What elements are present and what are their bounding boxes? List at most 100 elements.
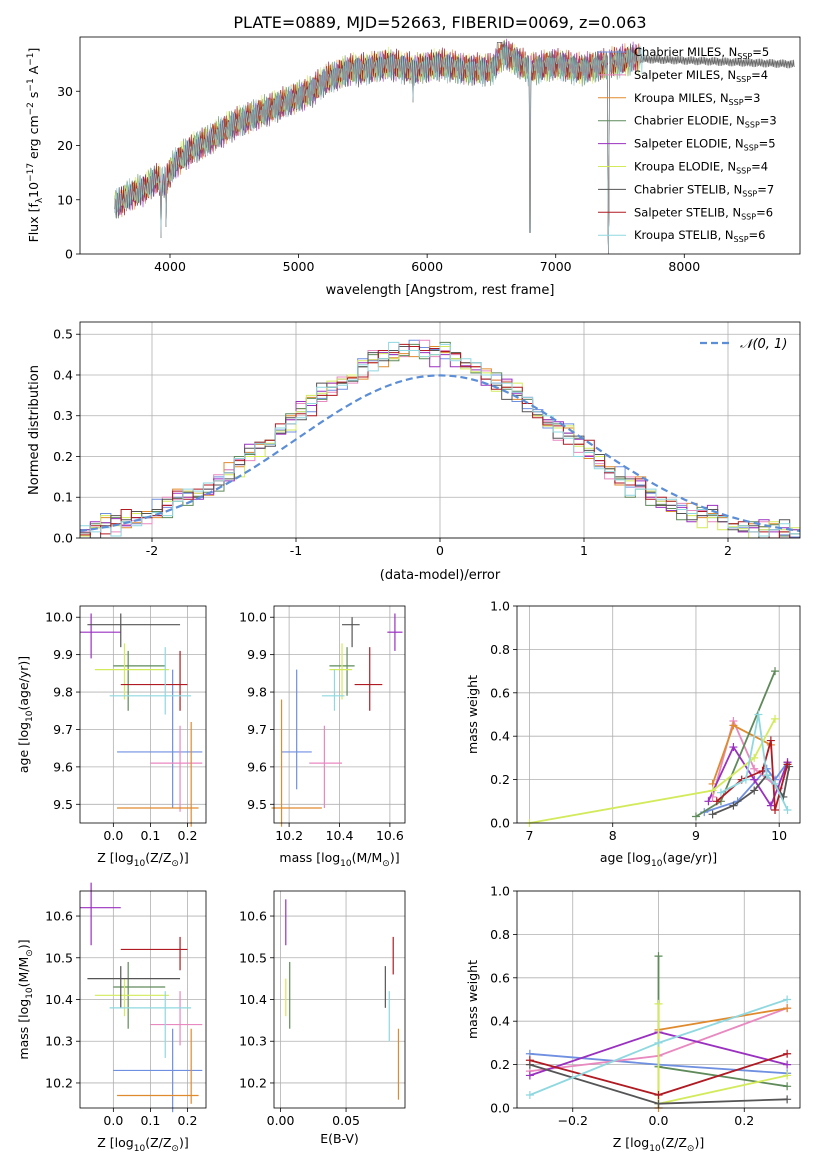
x-axis-label-part: (Z/Z [145, 1135, 171, 1150]
legend-label-sub: SSP [737, 52, 752, 61]
weight-marker-8 [741, 775, 750, 784]
legend-label-text: Kroupa ELODIE, N [634, 160, 736, 174]
plot-area [80, 606, 206, 823]
y-tick-label: 0.1 [53, 490, 73, 505]
legend-label-sub: SSP [741, 212, 756, 221]
y-axis-label-part: −2 [26, 102, 36, 115]
y-tick-label: 9.8 [53, 685, 73, 700]
x-tick-label: 0 [436, 543, 444, 558]
y-axis-label-part: 10 [25, 710, 35, 722]
spectrum-line-8 [114, 44, 644, 254]
y-axis-label-part: (M/M [16, 957, 31, 988]
x-axis-label-part: 10 [134, 1144, 146, 1154]
x-axis-label-part: (age/yr)] [662, 850, 717, 865]
x-axis-label: mass [log10(M/M⊙)] [279, 850, 399, 869]
x-axis-label-part: ⊙ [171, 1144, 179, 1154]
weight-marker-8 [771, 779, 780, 788]
y-axis-label: age [log10(age/yr)] [16, 656, 35, 773]
x-axis-label-part: 10 [651, 859, 663, 869]
x-tick-label: 0.1 [140, 1113, 160, 1128]
axes-frame [273, 890, 406, 1109]
errorbars [80, 882, 203, 1113]
legend-label-sub: SSP [742, 189, 757, 198]
y-tick-label: 0.3 [53, 408, 73, 423]
legend-label-sub: SSP [744, 144, 759, 153]
legend-label-suffix: =7 [757, 182, 774, 196]
weight-marker-6 [783, 1095, 792, 1104]
x-axis-label-part: )] [694, 1135, 704, 1150]
y-tick-label: 9.6 [247, 759, 267, 774]
errorbars [285, 899, 400, 1100]
x-tick-label: 0.0 [649, 1113, 669, 1128]
y-axis-label-part: 10 [26, 182, 41, 198]
weight-marker-8 [654, 1038, 663, 1047]
y-axis-label: mass weight [465, 960, 480, 1039]
y-axis-label-part: A [26, 65, 41, 78]
weight-marker-2 [783, 1004, 792, 1013]
y-tick-label: 0.4 [490, 1014, 510, 1029]
weight-marker-4 [766, 801, 775, 810]
weight-marker-4 [750, 775, 759, 784]
axes-frame [79, 321, 801, 539]
y-tick-label: 0.2 [490, 1057, 510, 1072]
y-tick-label: 9.5 [247, 797, 267, 812]
y-tick-label: 10.4 [239, 992, 267, 1007]
weight-marker-8 [762, 771, 771, 780]
y-axis-label-part: ⊙ [25, 949, 35, 957]
weight-marker-4 [783, 1060, 792, 1069]
legend-label-suffix: =5 [752, 45, 769, 59]
y-axis-label-part: s [26, 92, 41, 103]
y-tick-label: 0 [65, 247, 73, 262]
weight-marker-8 [783, 805, 792, 814]
y-tick-label: 9.8 [247, 685, 267, 700]
x-tick-label: 0.2 [178, 1113, 198, 1128]
legend-label-sub: SSP [734, 235, 749, 244]
legend-label-sub: SSP [745, 121, 760, 130]
legend-label-4: Salpeter ELODIE, NSSP=5 [634, 137, 776, 153]
weight-marker-7 [654, 1090, 663, 1099]
y-tick-label: 0.6 [490, 970, 510, 985]
x-axis-label: Z [log10(Z/Z⊙)] [97, 1135, 188, 1154]
legend-label-3: Chabrier ELODIE, NSSP=3 [634, 114, 777, 130]
weight-marker-7 [525, 1056, 534, 1065]
x-axis-label-part: )] [390, 850, 400, 865]
spectrum-lines [114, 38, 795, 254]
x-axis-label: Z [log10(Z/Z⊙)] [613, 1135, 704, 1154]
y-axis-label-part: −1 [26, 78, 36, 91]
legend-label-7: Salpeter STELIB, NSSP=6 [634, 205, 773, 221]
x-axis-label-part: ⊙ [382, 859, 390, 869]
y-axis-label-part: erg cm [26, 115, 41, 163]
x-tick-label: 0.1 [140, 828, 160, 843]
x-axis-label-part: 10 [134, 859, 146, 869]
y-tick-label: 0.8 [490, 927, 510, 942]
x-axis-label-part: 10 [340, 859, 352, 869]
y-axis-label-part: −1 [26, 53, 36, 66]
x-tick-label: 6000 [411, 259, 443, 274]
x-axis-label: Z [log10(Z/Z⊙)] [97, 850, 188, 869]
axes-frame [79, 36, 801, 255]
y-tick-label: 9.9 [53, 647, 73, 662]
legend-label-sub: SSP [736, 167, 751, 176]
x-tick-label: -1 [290, 543, 302, 558]
x-axis-label-part: age [log [600, 850, 651, 865]
x-tick-label: 0.0 [103, 1113, 123, 1128]
x-tick-label: -2 [146, 543, 158, 558]
axes-residuals: -2 -1 0 1 2 0.0 0.1 0.2 0.3 0.4 0.5 𝒩(0, 1) (data-mo… [27, 321, 801, 583]
x-tick-label: −0.2 [558, 1113, 588, 1128]
x-axis-label: E(B-V) [320, 1131, 359, 1146]
axes-frame [79, 890, 207, 1109]
x-axis-label-part: )] [179, 1135, 189, 1150]
legend-label-sub: SSP [729, 98, 744, 107]
weight-marker-8 [716, 788, 725, 797]
y-tick-label: 1.0 [490, 599, 510, 614]
weight-marker-3 [654, 952, 663, 961]
histogram-step-8 [80, 341, 800, 537]
legend-label-1: Salpeter MILES, NSSP=4 [634, 68, 768, 84]
x-axis-label-part: (Z/Z [145, 850, 171, 865]
x-axis-label: age [log10(age/yr)] [600, 850, 717, 869]
x-tick-label: 7000 [540, 259, 572, 274]
x-axis-label-part: Z [log [97, 1135, 133, 1150]
figure-title: PLATE=0889, MJD=52663, FIBERID=0069, z=0… [233, 13, 646, 32]
